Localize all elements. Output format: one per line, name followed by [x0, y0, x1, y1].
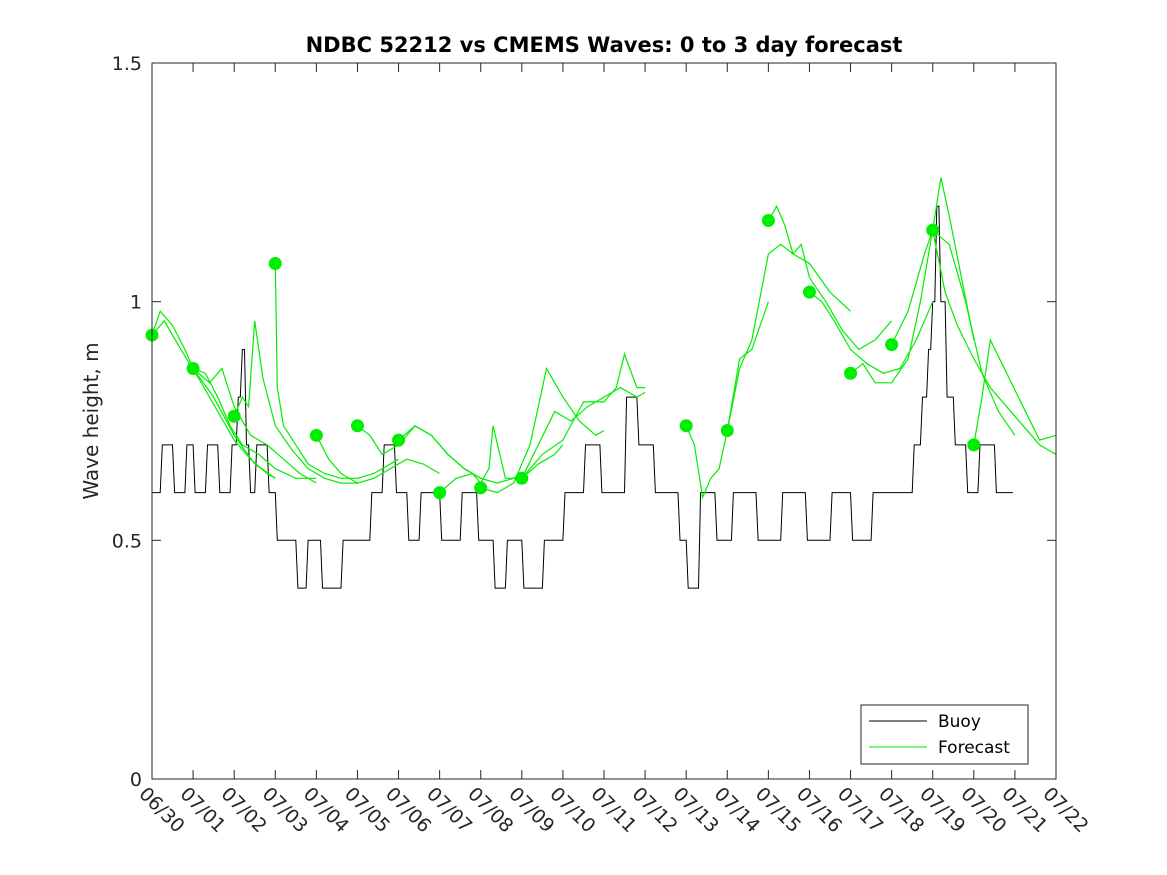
series-forecast-line-13 [685, 301, 769, 500]
series-forecast-line-6 [315, 435, 440, 484]
series-forecast-line-19 [932, 229, 1057, 455]
series-forecast-line-18 [891, 229, 1016, 436]
series-forecast-line-14 [726, 243, 851, 431]
y-axis-label: Wave height, m [79, 342, 103, 499]
forecast-start-point [844, 366, 858, 380]
forecast-start-point [679, 419, 693, 433]
plot-area [145, 177, 1057, 589]
forecast-start-point [761, 214, 775, 228]
legend-buoy-label: Buoy [938, 712, 981, 732]
series-forecast-line-1 [151, 319, 276, 479]
legend: Buoy Forecast [860, 704, 1029, 765]
y-tick-label: 0.5 [112, 530, 142, 552]
series-forecast-line-15 [767, 204, 893, 351]
forecast-start-point [885, 338, 899, 352]
forecast-start-point [268, 256, 282, 270]
series-forecast-line-3 [192, 367, 317, 484]
forecast-start-point [515, 471, 529, 485]
y-tick-label: 1 [130, 292, 142, 314]
series-forecast-line-4 [233, 320, 358, 484]
forecast-start-point [227, 409, 241, 423]
series-forecast-line-20 [973, 337, 1057, 446]
y-tick-label: 0 [130, 769, 142, 791]
forecast-start-point [720, 424, 734, 438]
series-forecast-line-17 [850, 177, 975, 384]
series-forecast-line-10 [480, 366, 605, 494]
legend-forecast-label: Forecast [938, 738, 1010, 758]
forecast-start-point [186, 361, 200, 375]
forecast-start-point [967, 438, 981, 452]
series-buoy-line [152, 205, 1013, 589]
forecast-start-point [309, 428, 323, 442]
y-tick-label: 1.5 [112, 53, 142, 75]
series-forecast-line-9 [439, 425, 564, 494]
forecast-start-point [926, 223, 940, 237]
series-forecast-line-2 [192, 367, 317, 479]
forecast-start-point [802, 285, 816, 299]
series-forecast-line-16 [809, 291, 934, 374]
forecast-start-point [392, 433, 406, 447]
series-forecast-line-5 [274, 263, 399, 479]
forecast-start-point [474, 481, 488, 495]
forecast-start-point [433, 486, 447, 500]
forecast-start-point [350, 419, 364, 433]
chart-title: NDBC 52212 vs CMEMS Waves: 0 to 3 day fo… [306, 33, 903, 57]
series-forecast-line-11 [521, 386, 646, 479]
series-forecast-line-8 [398, 425, 523, 484]
legend-box [860, 704, 1029, 765]
series-forecast-line-12 [521, 352, 646, 479]
